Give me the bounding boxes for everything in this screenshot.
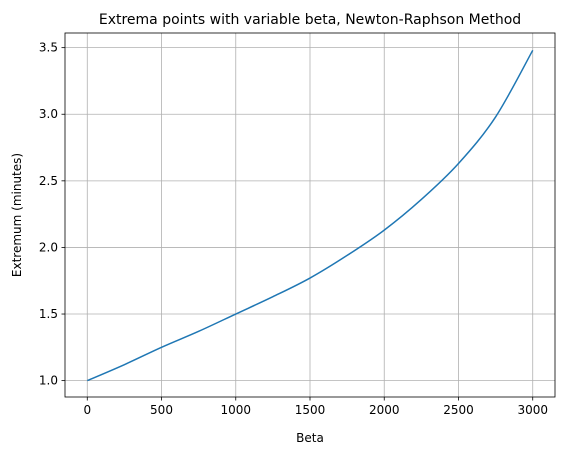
x-tick-label: 2500 [443, 403, 474, 417]
grid-layer [65, 33, 555, 397]
y-tick-label: 2.5 [39, 174, 58, 188]
y-tick-label: 3.0 [39, 107, 58, 121]
y-tick-label: 1.0 [39, 374, 58, 388]
x-tick-label: 500 [150, 403, 173, 417]
x-tick-label: 0 [83, 403, 91, 417]
x-tick-label: 1000 [220, 403, 251, 417]
series-line-0 [86, 49, 534, 382]
x-tick-label: 2000 [369, 403, 400, 417]
x-axis-label: Beta [296, 431, 324, 445]
tick-layer: 0 500 1000 1500 2000 2500 3000 1.0 1.5 2.0 2.5 3.0 3… [39, 41, 548, 417]
series-layer [86, 49, 534, 382]
x-tick-label: 3000 [517, 403, 548, 417]
y-axis-label: Extremum (minutes) [10, 153, 24, 277]
chart-title: Extrema points with variable beta, Newto… [99, 12, 521, 28]
y-tick-label: 1.5 [39, 307, 58, 321]
y-tick-label: 2.0 [39, 240, 58, 254]
x-tick-label: 1500 [295, 403, 326, 417]
y-tick-label: 3.5 [39, 41, 58, 55]
